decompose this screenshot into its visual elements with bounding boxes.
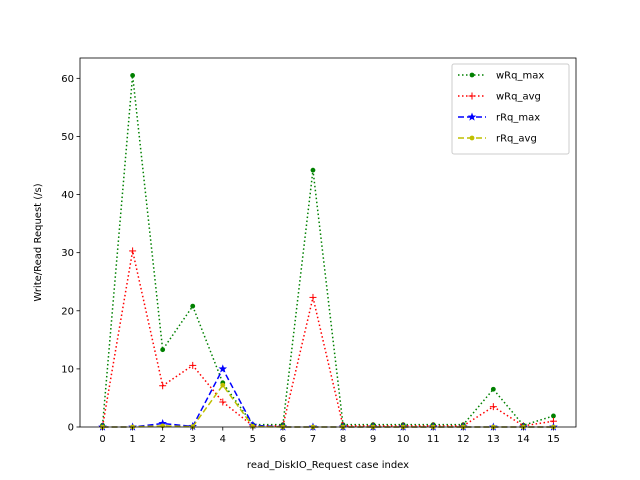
plot-frame [79,57,577,428]
legend-label: wRq_avg [496,92,541,103]
x-tick-label: 4 [220,434,226,445]
x-tick-label: 8 [340,434,346,445]
y-tick-label: 10 [61,364,74,375]
wRq_avg-point [189,361,197,369]
y-tick-label: 50 [61,132,74,143]
legend: wRq_max wRq_avg rRq_max rRq_avg [451,63,570,155]
legend-label: wRq_max [496,71,544,82]
y-tick-label: 40 [61,190,74,201]
legend-label: rRq_avg [496,134,537,145]
wRq_max-point [190,303,196,309]
x-tick-label: 7 [310,434,316,445]
wRq_max-point [310,167,316,173]
x-tick-label: 11 [427,434,440,445]
rRq_max-point [158,419,167,428]
x-tick-label: 12 [457,434,470,445]
y-axis: 0 10 20 30 40 50 60 [61,74,80,434]
rRq_max-point [218,364,228,373]
x-tick-label: 2 [159,434,165,445]
wRq_max-line [101,75,554,427]
legend-wRq_max-point [469,72,475,78]
wRq_avg-point [129,247,137,255]
legend-item-wRq_avg: wRq_avg [458,92,541,103]
legend-rRq_max-point [467,112,477,121]
x-tick-label: 3 [190,434,196,445]
x-tick-label: 1 [129,434,135,445]
y-axis-label: Write/Read Request (/s) [33,183,44,301]
x-tick-label: 0 [99,434,105,445]
legend-label: rRq_max [496,113,540,124]
legend-item-rRq_avg: rRq_avg [458,134,537,145]
legend-wRq_avg-point [468,92,476,100]
rRq_avg-point [250,424,256,429]
x-tick-label: 15 [547,434,560,445]
x-tick-label: 10 [397,434,410,445]
legend-box [451,63,570,155]
x-tick-label: 6 [280,434,286,445]
y-tick-label: 20 [61,306,74,317]
x-axis-label: read_DiskIO_Request case index [247,460,409,471]
wRq_max-point [160,347,166,353]
wRq_avg-point [489,403,497,411]
wRq_avg-point [309,293,317,301]
legend-item-wRq_max: wRq_max [458,71,544,82]
y-tick-label: 30 [61,248,74,259]
wRq_max-point [551,413,556,419]
wRq_avg-point [219,398,227,406]
y-tick-label: 60 [61,74,74,85]
x-tick-label: 14 [517,434,530,445]
y-tick-label: 0 [68,423,74,434]
x-tick-label: 13 [487,434,500,445]
legend-rRq_avg-point [469,135,475,141]
x-tick-label: 5 [250,434,256,445]
x-tick-label: 9 [370,434,376,445]
wRq_max-point [130,73,136,78]
legend-item-rRq_max: rRq_max [458,112,540,124]
x-axis: 0 1 2 3 4 5 6 7 8 9 10 11 12 13 14 15 [99,427,560,445]
rRq_avg-point [220,382,226,388]
wRq_avg-point [159,382,167,390]
wRq_max-point [490,386,496,392]
